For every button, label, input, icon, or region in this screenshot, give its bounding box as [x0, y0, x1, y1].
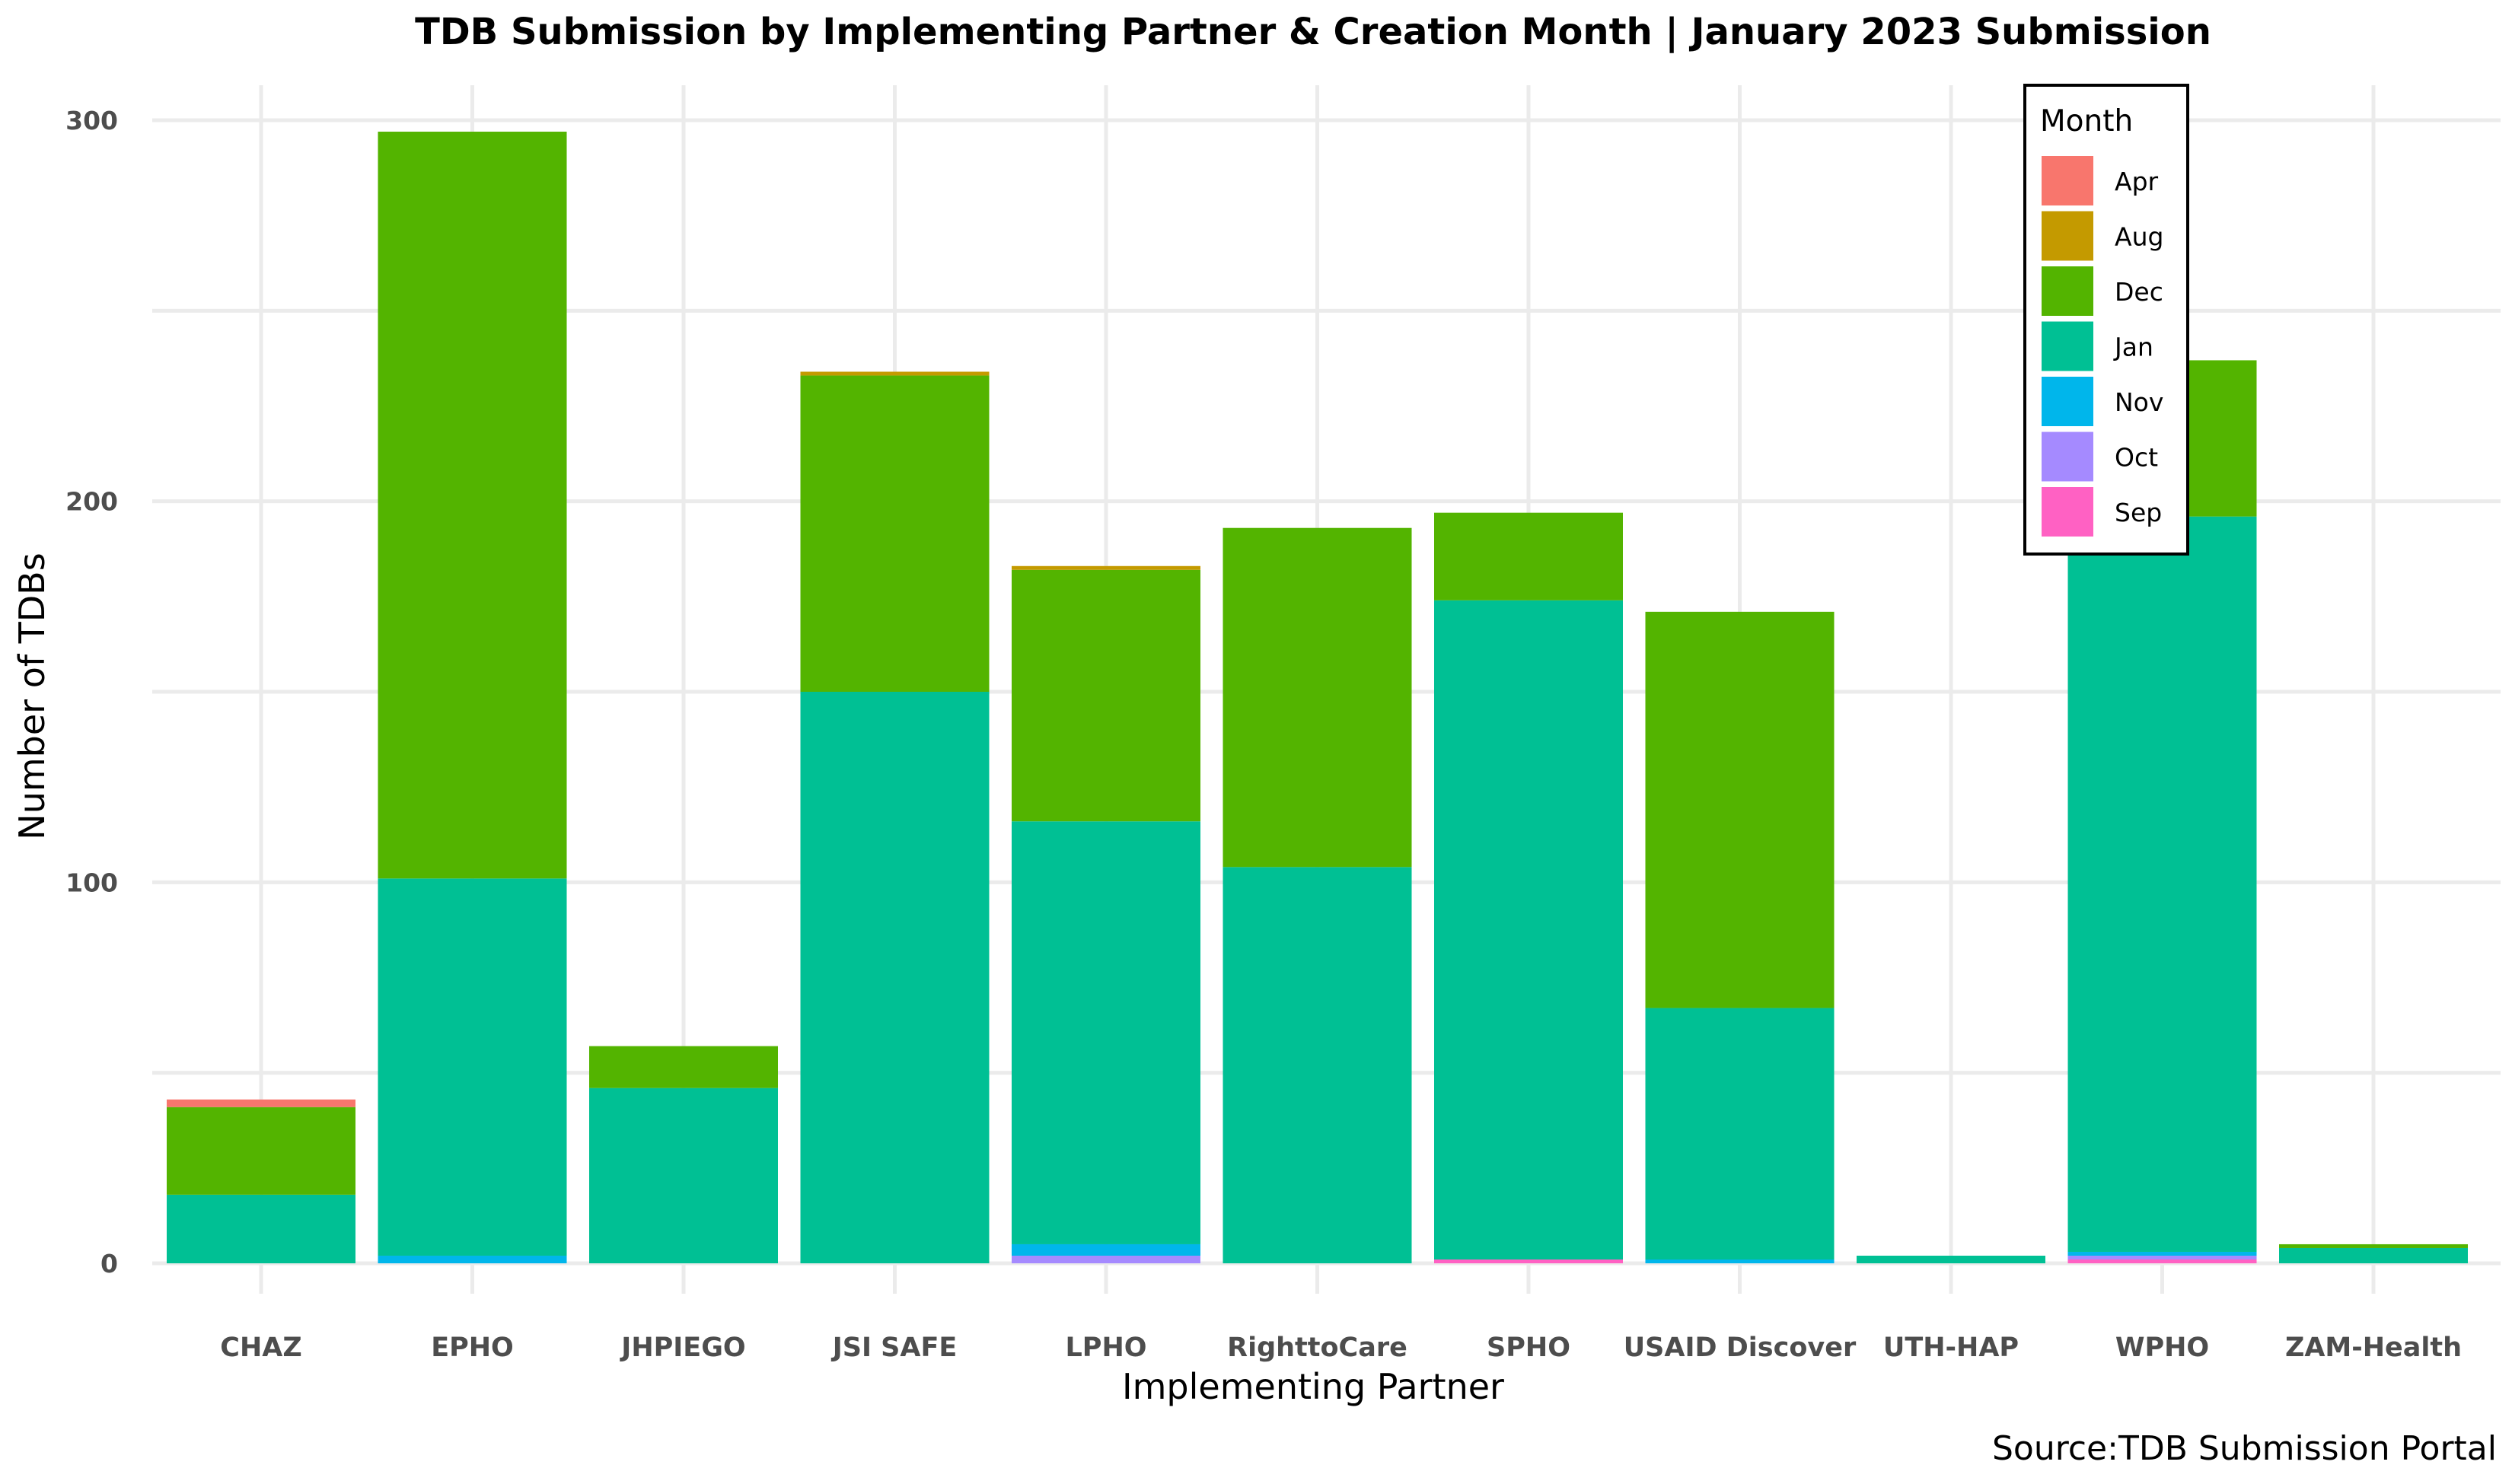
- legend-label-dec: Dec: [2115, 277, 2163, 307]
- bar-segment-usaid-discover-dec: [1645, 611, 1835, 1008]
- bar-segment-wpho-oct: [2067, 1255, 2257, 1259]
- x-tick-label: JHPIEGO: [620, 1333, 745, 1363]
- legend-label-aug: Aug: [2115, 222, 2163, 252]
- bar-segment-lpho-aug: [1012, 565, 1200, 570]
- legend-label-nov: Nov: [2115, 387, 2163, 417]
- caption: Source:TDB Submission Portal: [1992, 1429, 2497, 1468]
- y-tick-labels: 0 100 200 300: [65, 106, 118, 1279]
- y-tick-label: 300: [65, 106, 118, 135]
- legend-title: Month: [2040, 104, 2133, 139]
- x-tick-label: SPHO: [1487, 1333, 1570, 1363]
- x-tick-label: CHAZ: [220, 1333, 301, 1363]
- legend-box: [2023, 84, 2189, 556]
- bar-segment-jsi-safe-dec: [800, 375, 990, 692]
- bar-segment-lpho-jan: [1012, 821, 1200, 1244]
- bar-segment-zam-health-dec: [2279, 1244, 2468, 1248]
- x-axis-title: Implementing Partner: [1122, 1366, 1504, 1407]
- bar-segment-epho-jan: [378, 878, 567, 1256]
- legend-key-apr: [2042, 156, 2093, 205]
- bar-segment-uth-hap-jan: [1857, 1255, 2045, 1263]
- bar-segment-lpho-dec: [1012, 569, 1200, 822]
- x-tick-label: WPHO: [2115, 1333, 2209, 1363]
- bar-segment-spho-sep: [1434, 1259, 1623, 1263]
- bar-segment-epho-nov: [378, 1255, 567, 1263]
- legend-label-apr: Apr: [2115, 167, 2159, 196]
- legend: Month Apr Aug Dec Jan Nov Oct Sep: [2023, 84, 2189, 556]
- legend-key-aug: [2042, 211, 2093, 261]
- legend-key-jan: [2042, 321, 2093, 371]
- x-tick-label: ZAM-Health: [2285, 1333, 2462, 1363]
- bar-segment-chaz-jan: [167, 1194, 355, 1263]
- bar-segment-spho-jan: [1434, 600, 1623, 1259]
- x-tick-label: LPHO: [1066, 1333, 1147, 1363]
- y-tick-label: 0: [100, 1249, 118, 1279]
- legend-label-sep: Sep: [2115, 498, 2162, 527]
- bar-segment-righttocare-jan: [1223, 867, 1412, 1263]
- legend-label-jan: Jan: [2113, 333, 2153, 362]
- bar-segment-jhpiego-dec: [589, 1046, 778, 1088]
- bar-segment-wpho-sep: [2067, 1259, 2257, 1263]
- x-tick-label: UTH-HAP: [1883, 1333, 2019, 1363]
- legend-key-nov: [2042, 377, 2093, 426]
- bar-segment-zam-health-jan: [2279, 1247, 2468, 1263]
- bar-segment-usaid-discover-nov: [1645, 1259, 1835, 1263]
- bar-segment-jsi-safe-aug: [800, 371, 990, 376]
- x-tick-label: EPHO: [431, 1333, 514, 1363]
- bar-segment-chaz-dec: [167, 1107, 355, 1195]
- bar-segment-lpho-nov: [1012, 1244, 1200, 1256]
- bar-segment-usaid-discover-jan: [1645, 1008, 1835, 1259]
- bar-segment-jhpiego-jan: [589, 1088, 778, 1263]
- bar-segment-chaz-apr: [167, 1099, 355, 1107]
- bar-segment-lpho-oct: [1012, 1255, 1200, 1263]
- x-tick-label: RighttoCare: [1227, 1333, 1407, 1363]
- chart-title: TDB Submission by Implementing Partner &…: [415, 11, 2211, 53]
- y-axis-title: Number of TDBs: [11, 553, 53, 839]
- y-tick-label: 200: [65, 487, 118, 517]
- legend-key-oct: [2042, 432, 2093, 482]
- x-tick-label: USAID Discover: [1624, 1333, 1857, 1363]
- bar-segment-jsi-safe-jan: [800, 692, 990, 1263]
- bar-segment-epho-dec: [378, 132, 567, 879]
- bar-segment-wpho-jan: [2067, 516, 2257, 1252]
- x-tick-label: JSI SAFE: [831, 1333, 958, 1363]
- bar-segment-spho-dec: [1434, 512, 1623, 600]
- bar-segment-wpho-nov: [2067, 1251, 2257, 1256]
- legend-label-oct: Oct: [2115, 443, 2158, 473]
- legend-key-sep: [2042, 487, 2093, 537]
- legend-key-dec: [2042, 266, 2093, 316]
- y-tick-label: 100: [65, 868, 118, 897]
- x-tick-labels: CHAZ EPHO JHPIEGO JSI SAFE LPHO RighttoCare SP…: [220, 1333, 2462, 1363]
- bar-segment-righttocare-dec: [1223, 527, 1412, 868]
